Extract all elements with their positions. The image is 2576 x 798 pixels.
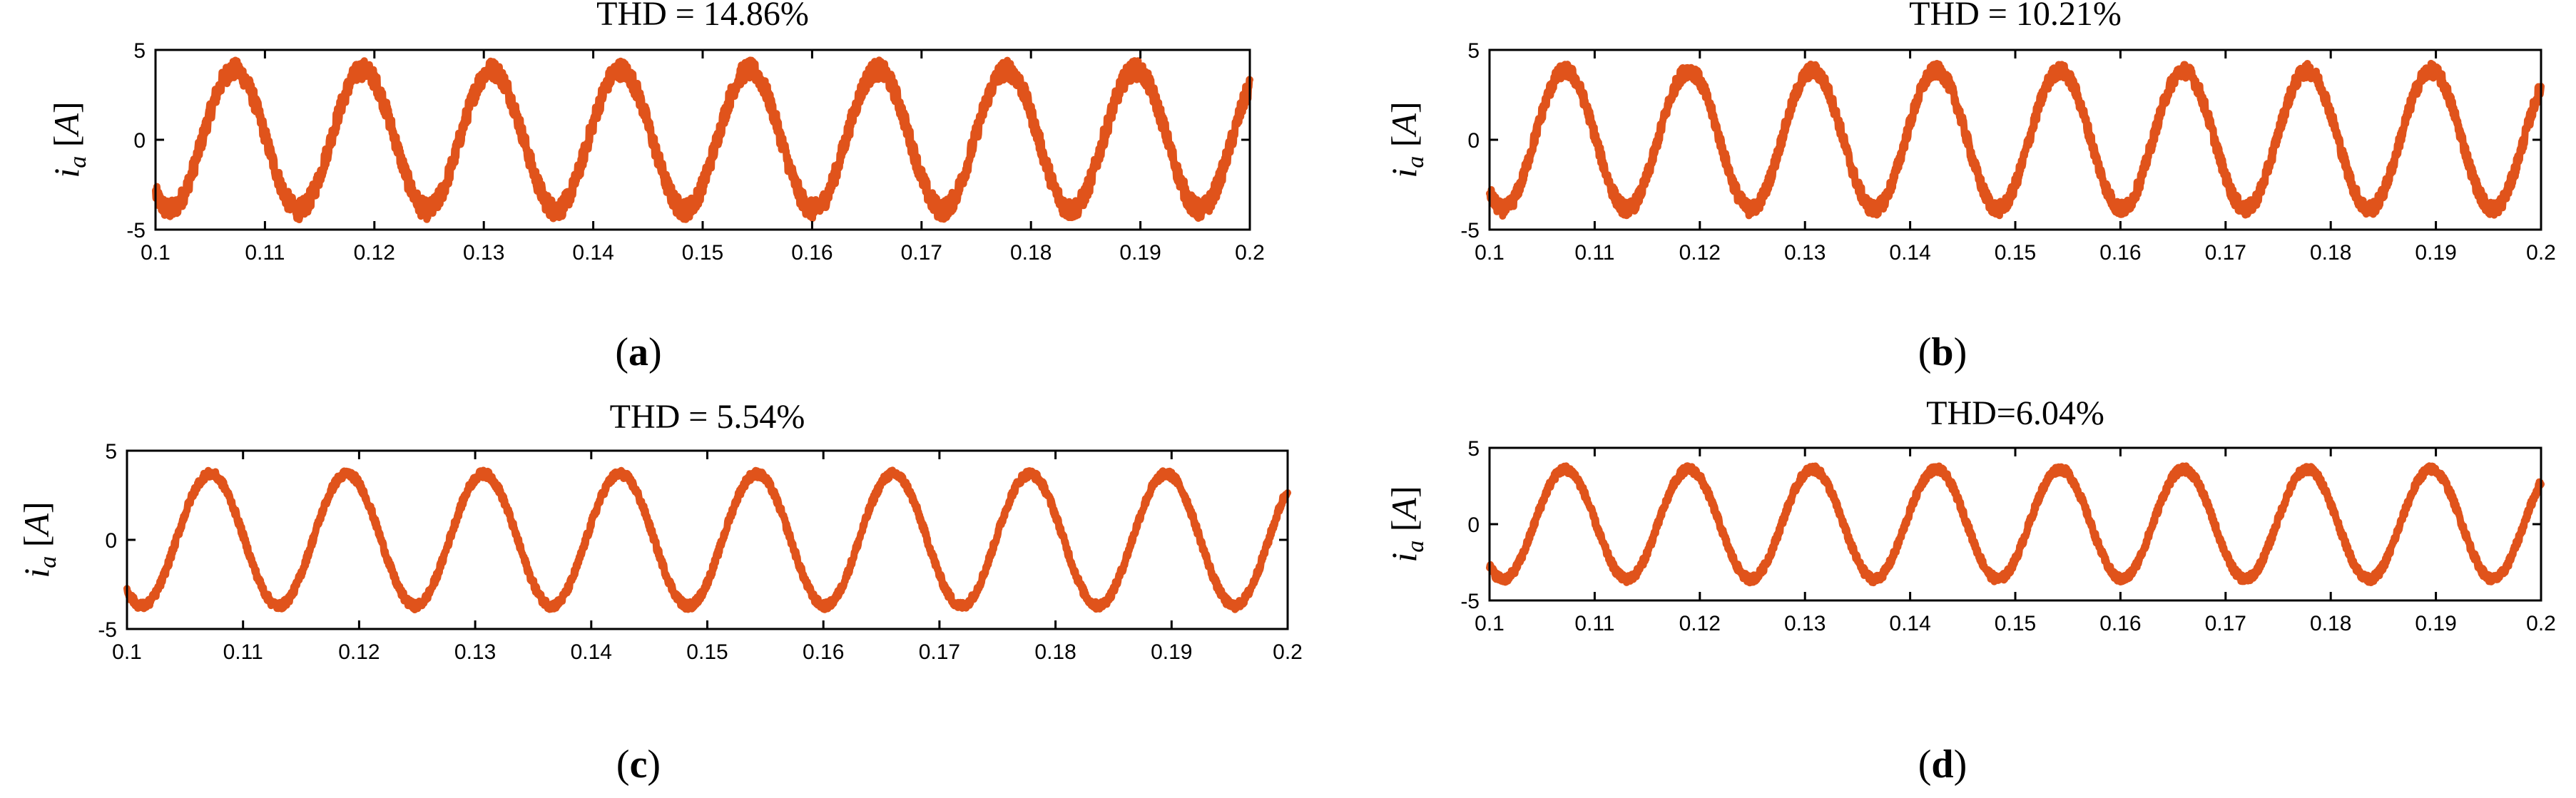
x-tick-label: 0.19 — [2415, 612, 2456, 635]
x-tick-label: 0.11 — [1574, 612, 1614, 635]
chart-title: THD = 10.21% — [1909, 0, 2122, 33]
x-tick-label: 0.13 — [454, 640, 496, 664]
chart-panel-b: 0.1 0.11 0.12 0.13 0.14 0.15 0.16 0.17 0.18 0.19 0… — [1384, 0, 2556, 374]
x-tick-label: 0.12 — [338, 640, 380, 664]
chart-panel-c: 0.1 0.11 0.12 0.13 0.14 0.15 0.16 0.17 0.18 0.19 0… — [16, 398, 1303, 787]
x-tick-label: 0.13 — [463, 241, 504, 265]
y-axis-label: ia [A] — [16, 501, 61, 578]
chart-title: THD = 14.86% — [596, 0, 809, 33]
x-tick-label: 0.1 — [141, 241, 170, 265]
y-tick-label: -5 — [1460, 219, 1480, 242]
x-tick-label: 0.19 — [2415, 241, 2456, 265]
y-axis-label: ia [A] — [1384, 486, 1429, 562]
x-tick-label: 0.14 — [571, 640, 612, 664]
panel-label: (d) — [1918, 742, 1967, 787]
y-tick-label: 5 — [1467, 437, 1480, 461]
x-tick-label: 0.1 — [1475, 612, 1505, 635]
x-tick-label: 0.14 — [1889, 241, 1930, 265]
x-tick-label: 0.11 — [245, 241, 285, 265]
series-line-ia — [1486, 59, 2545, 220]
y-tick-label: 5 — [133, 39, 146, 63]
y-tick-label: 0 — [1467, 129, 1480, 153]
y-axis-label: ia [A] — [46, 101, 91, 178]
x-tick-label: 0.16 — [2099, 612, 2141, 635]
x-tick-label: 0.1 — [112, 640, 142, 664]
y-tick-label: 0 — [133, 129, 146, 153]
x-tick-label: 0.1 — [1475, 241, 1505, 265]
x-tick-label: 0.14 — [1889, 612, 1930, 635]
chart-title: THD = 5.54% — [610, 398, 805, 436]
x-tick-label: 0.11 — [1574, 241, 1614, 265]
plot-frame — [126, 449, 1289, 630]
chart-panel-a: 0.1 0.11 0.12 0.13 0.14 0.15 0.16 0.17 0.18 0.19 0… — [46, 0, 1265, 374]
panel-label: (b) — [1918, 330, 1967, 374]
y-tick-label: -5 — [126, 219, 146, 242]
x-tick-label: 0.19 — [1119, 241, 1161, 265]
series-line-ia — [152, 56, 1253, 223]
y-tick-label: 5 — [1467, 39, 1480, 63]
y-tick-label: 5 — [105, 440, 117, 464]
x-tick-label: 0.15 — [682, 241, 723, 265]
x-tick-label: 0.18 — [1010, 241, 1052, 265]
x-tick-label: 0.14 — [572, 241, 614, 265]
x-tick-label: 0.2 — [1235, 241, 1265, 265]
x-tick-label: 0.2 — [1273, 640, 1303, 664]
x-tick-label: 0.18 — [2310, 612, 2351, 635]
x-tick-label: 0.17 — [919, 640, 960, 664]
x-tick-label: 0.11 — [223, 640, 263, 664]
x-tick-label: 0.2 — [2526, 241, 2556, 265]
y-tick-label: -5 — [98, 618, 117, 642]
x-tick-label: 0.12 — [1679, 241, 1721, 265]
y-tick-label: 0 — [1467, 513, 1480, 537]
x-tick-label: 0.17 — [2205, 241, 2246, 265]
chart-title: THD=6.04% — [1926, 394, 2104, 432]
y-tick-label: -5 — [1460, 590, 1480, 613]
x-tick-label: 0.16 — [803, 640, 844, 664]
x-tick-label: 0.15 — [1995, 241, 2036, 265]
plot-frame — [1488, 446, 2542, 602]
series-line-ia — [123, 466, 1291, 613]
x-tick-label: 0.16 — [2099, 241, 2141, 265]
y-axis-label: ia [A] — [1384, 101, 1429, 178]
panel-label: (c) — [616, 742, 661, 787]
x-tick-label: 0.17 — [901, 241, 942, 265]
x-tick-label: 0.16 — [791, 241, 833, 265]
x-tick-label: 0.12 — [1679, 612, 1721, 635]
x-tick-label: 0.13 — [1784, 612, 1826, 635]
x-tick-label: 0.18 — [2310, 241, 2351, 265]
x-tick-label: 0.17 — [2205, 612, 2246, 635]
y-tick-label: 0 — [105, 529, 117, 553]
x-tick-label: 0.15 — [686, 640, 728, 664]
panel-label: (a) — [615, 330, 661, 374]
x-tick-label: 0.2 — [2526, 612, 2556, 635]
x-tick-label: 0.18 — [1034, 640, 1076, 664]
x-tick-label: 0.13 — [1784, 241, 1826, 265]
chart-panel-d: 0.1 0.11 0.12 0.13 0.14 0.15 0.16 0.17 0.18 0.19 0… — [1384, 394, 2556, 787]
x-tick-label: 0.12 — [354, 241, 395, 265]
series-line-ia — [1486, 462, 2545, 587]
x-tick-label: 0.15 — [1995, 612, 2036, 635]
x-tick-label: 0.19 — [1151, 640, 1192, 664]
